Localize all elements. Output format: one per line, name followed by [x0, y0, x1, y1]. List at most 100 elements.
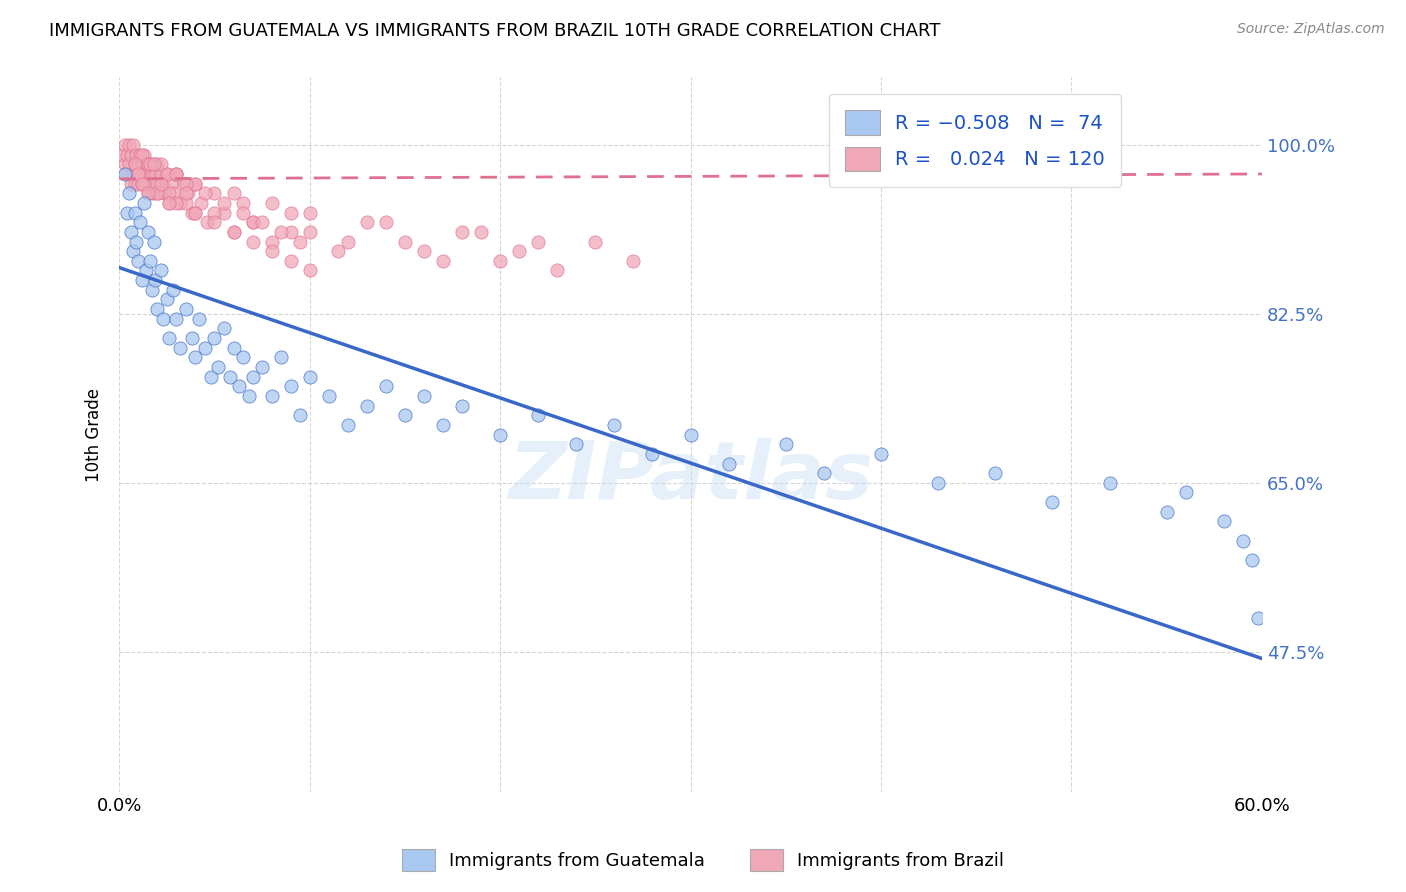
Point: [129, 167, 152, 181]
Point: [127, 253, 149, 268]
Point: [1042, 495, 1064, 509]
Point: [131, 177, 153, 191]
Point: [159, 177, 181, 191]
Point: [489, 427, 512, 442]
Point: [242, 235, 264, 249]
Point: [127, 167, 149, 181]
Point: [298, 369, 321, 384]
Point: [139, 157, 162, 171]
Point: [121, 167, 143, 181]
Point: [984, 466, 1007, 480]
Point: [222, 186, 245, 201]
Point: [184, 177, 207, 191]
Point: [165, 167, 187, 181]
Point: [290, 235, 312, 249]
Point: [165, 167, 187, 181]
Point: [565, 437, 588, 451]
Point: [204, 186, 226, 201]
Point: [112, 147, 135, 161]
Point: [336, 417, 359, 432]
Point: [131, 147, 153, 161]
Point: [336, 235, 359, 249]
Point: [156, 167, 179, 181]
Point: [1232, 533, 1254, 548]
Point: [165, 167, 187, 181]
Point: [242, 215, 264, 229]
Point: [150, 177, 173, 191]
Point: [328, 244, 350, 259]
Point: [260, 244, 283, 259]
Point: [298, 205, 321, 219]
Point: [142, 177, 165, 191]
Point: [169, 341, 191, 355]
Point: [129, 147, 152, 161]
Point: [129, 215, 152, 229]
Point: [250, 359, 273, 374]
Point: [184, 205, 207, 219]
Legend: Immigrants from Guatemala, Immigrants from Brazil: Immigrants from Guatemala, Immigrants fr…: [395, 842, 1011, 879]
Point: [136, 225, 159, 239]
Point: [114, 157, 136, 171]
Point: [717, 457, 740, 471]
Point: [374, 215, 396, 229]
Point: [204, 205, 226, 219]
Point: [120, 225, 142, 239]
Point: [174, 177, 197, 191]
Point: [222, 225, 245, 239]
Point: [141, 167, 163, 181]
Point: [145, 167, 167, 181]
Point: [121, 138, 143, 153]
Point: [270, 351, 292, 365]
Point: [120, 147, 142, 161]
Point: [142, 235, 165, 249]
Point: [280, 379, 302, 393]
Point: [115, 147, 138, 161]
Point: [136, 167, 159, 181]
Point: [508, 244, 530, 259]
Point: [115, 167, 138, 181]
Point: [1174, 485, 1197, 500]
Point: [232, 351, 254, 365]
Point: [394, 235, 416, 249]
Point: [451, 225, 474, 239]
Point: [260, 389, 283, 403]
Point: [145, 273, 167, 287]
Point: [813, 466, 835, 480]
Point: [218, 369, 240, 384]
Point: [870, 447, 893, 461]
Point: [194, 341, 217, 355]
Point: [131, 273, 153, 287]
Text: ZIPatlas: ZIPatlas: [508, 439, 873, 516]
Point: [121, 244, 143, 259]
Point: [927, 475, 949, 490]
Point: [132, 147, 155, 161]
Point: [394, 409, 416, 423]
Point: [583, 235, 606, 249]
Point: [413, 244, 436, 259]
Point: [141, 283, 163, 297]
Point: [139, 177, 162, 191]
Point: [356, 399, 378, 413]
Point: [290, 409, 312, 423]
Point: [242, 369, 264, 384]
Point: [451, 399, 474, 413]
Point: [546, 263, 568, 277]
Point: [222, 225, 245, 239]
Point: [527, 235, 550, 249]
Point: [204, 215, 226, 229]
Point: [200, 369, 222, 384]
Point: [280, 253, 302, 268]
Point: [212, 205, 235, 219]
Point: [150, 157, 173, 171]
Point: [270, 225, 292, 239]
Point: [157, 195, 180, 210]
Point: [145, 186, 167, 201]
Point: [190, 195, 212, 210]
Point: [136, 186, 159, 201]
Point: [139, 253, 162, 268]
Point: [141, 186, 163, 201]
Point: [238, 389, 260, 403]
Point: [232, 205, 254, 219]
Point: [118, 186, 141, 201]
Point: [125, 147, 148, 161]
